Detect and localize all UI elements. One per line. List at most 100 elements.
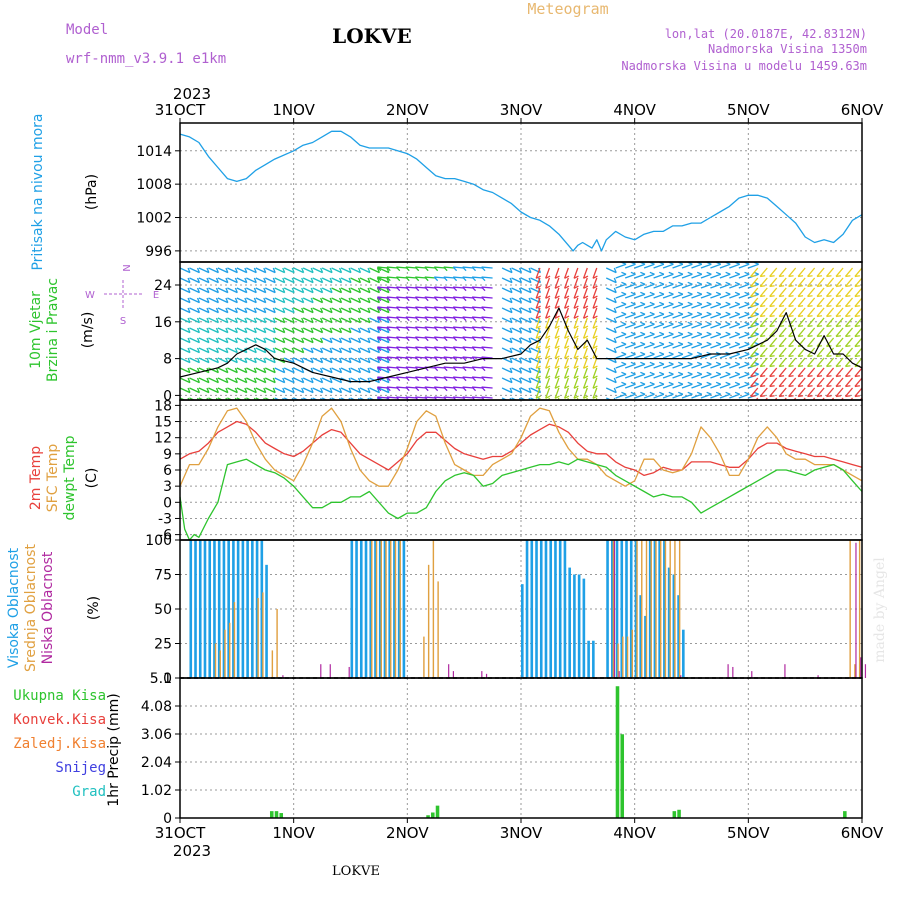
wind-barb <box>816 287 825 297</box>
wind-barb-feather <box>386 306 391 312</box>
wind-barb-feather <box>554 315 560 319</box>
x-tick-top: 3NOV <box>500 101 543 119</box>
wind-barb-feather <box>329 327 333 333</box>
wind-barb <box>615 303 627 309</box>
wind-barb-feather <box>725 341 731 345</box>
wind-barb-feather <box>386 347 390 353</box>
wind-barb <box>340 367 352 374</box>
wind-barb-feather <box>244 267 248 273</box>
wind-barb-feather <box>215 337 219 343</box>
wind-barb <box>378 327 390 334</box>
wind-barb <box>462 296 474 299</box>
wind-barb-feather <box>395 346 401 352</box>
wind-barb-feather <box>367 357 371 363</box>
wind-barb <box>472 396 484 399</box>
wind-barb-feather <box>244 307 248 313</box>
cloud-bar-high <box>521 584 524 678</box>
wind-barb <box>405 296 417 299</box>
wind-barb <box>545 307 551 319</box>
wind-barb <box>797 277 806 287</box>
wind-barb <box>396 276 408 279</box>
wind-barb-feather <box>433 316 439 322</box>
wind-barb <box>738 333 750 339</box>
wind-barb <box>672 393 684 399</box>
wind-barb-feather <box>509 387 513 393</box>
wind-barb <box>198 297 210 304</box>
y-tick-label: 0 <box>163 495 172 511</box>
wind-barb-feather <box>253 267 257 273</box>
wind-barb <box>592 377 598 389</box>
cloud-bar-low <box>485 673 488 678</box>
wind-barb-feather <box>509 397 512 400</box>
wind-barb-feather <box>687 271 693 275</box>
wind-barb-feather <box>320 357 324 363</box>
wind-barb-feather <box>395 266 401 272</box>
wind-barb <box>293 397 300 400</box>
wind-barb-feather <box>779 375 785 378</box>
wind-barb-feather <box>481 386 486 392</box>
y-tick-label: 18 <box>154 398 172 414</box>
wind-barb <box>729 283 740 289</box>
wind-barb-feather <box>769 295 775 298</box>
wind-barb-feather <box>613 267 617 273</box>
wind-barb <box>563 317 569 329</box>
wind-barb <box>624 283 636 289</box>
compass-e: E <box>153 290 159 301</box>
wind-barb <box>844 337 854 347</box>
wind-barb-feather <box>554 385 560 389</box>
wind-barb-feather <box>734 291 740 295</box>
wind-barb-feather <box>779 295 785 298</box>
wind-barb-feather <box>367 297 371 303</box>
wind-barb-feather <box>320 397 323 400</box>
wind-barb <box>293 287 304 294</box>
wind-barb-feather <box>196 337 201 343</box>
wind-barb-feather <box>518 317 523 323</box>
wind-barb-feather <box>282 397 285 400</box>
wind-barb-feather <box>234 297 238 303</box>
wind-barb-feather <box>272 307 276 313</box>
wind-barb-feather <box>376 366 382 372</box>
wind-barb <box>264 277 276 284</box>
wind-barb-feather <box>835 345 842 348</box>
wind-barb-feather <box>769 315 775 318</box>
wind-barb <box>826 337 835 347</box>
wind-barb <box>778 287 787 297</box>
wind-barb <box>826 347 835 357</box>
wind-barb <box>816 307 825 317</box>
wind-barb-feather <box>621 281 627 285</box>
wind-barb <box>415 396 427 399</box>
cloud-bar-mid <box>660 540 662 678</box>
wind-barb-feather <box>443 286 448 292</box>
wind-barb-feather <box>807 385 813 388</box>
wind-barb-feather <box>753 381 759 385</box>
wind-barb <box>359 357 371 364</box>
wind-barb <box>386 366 398 369</box>
wind-barb <box>769 347 778 357</box>
cloud-bar-high <box>359 540 363 678</box>
wind-barb-feather <box>187 377 191 383</box>
wind-barb <box>778 347 787 357</box>
wind-barb-feather <box>573 355 579 359</box>
wind-barb-feather <box>555 406 559 408</box>
wind-barb-feather <box>554 305 560 309</box>
wind-barb-feather <box>376 327 381 333</box>
precip-bar <box>431 812 435 818</box>
wind-barb-feather <box>528 397 531 400</box>
wind-barb-feather <box>234 307 238 313</box>
wind-barb-feather <box>592 275 598 279</box>
wind-barb-feather <box>376 357 381 363</box>
wind-barb-feather <box>725 291 731 295</box>
wind-barb <box>844 387 854 397</box>
wind-barb <box>563 287 569 299</box>
wind-barb-feather <box>779 305 785 308</box>
wind-barb-feather <box>696 351 703 355</box>
precip-bar <box>426 815 430 818</box>
wind-barb-feather <box>564 345 570 349</box>
wind-barb-feather <box>272 327 276 333</box>
wind-barb <box>255 367 267 374</box>
wind-barb <box>264 387 276 394</box>
wind-barb-feather <box>348 267 352 273</box>
cloud-bar-mid <box>641 540 643 678</box>
wind-barb-feather <box>215 357 219 363</box>
wind-barb <box>835 277 844 287</box>
